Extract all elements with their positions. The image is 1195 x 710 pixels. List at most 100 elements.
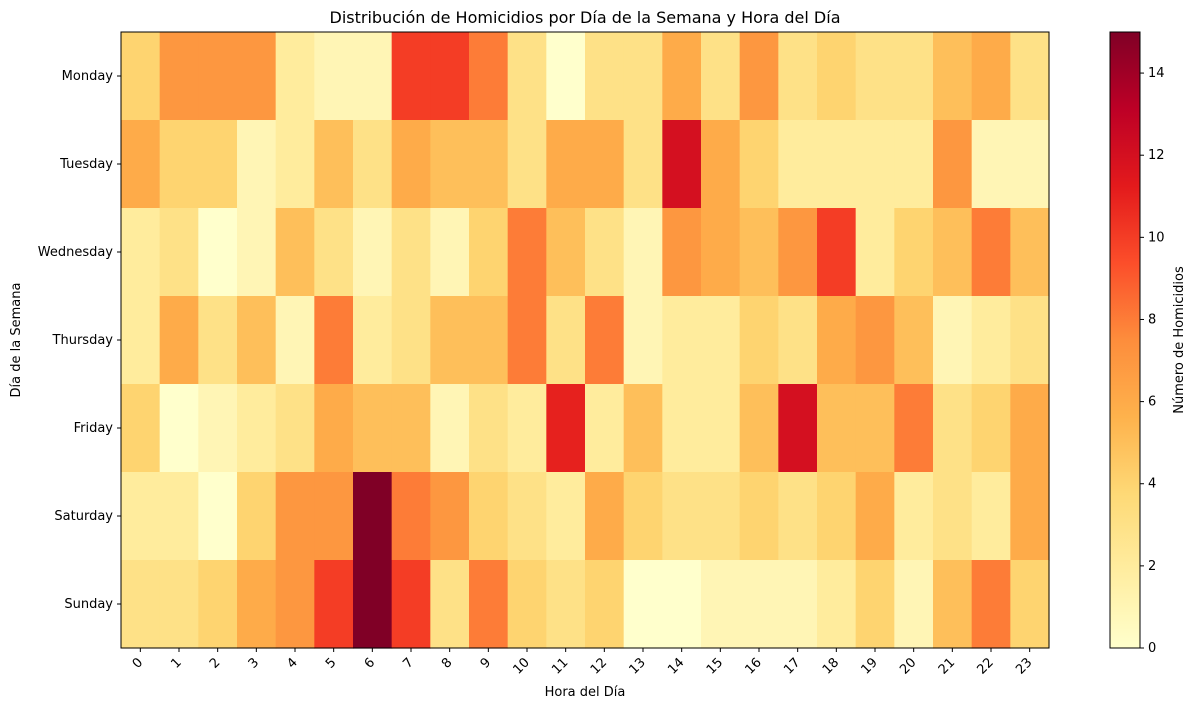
heatmap-cell (546, 208, 586, 297)
heatmap-cell (430, 384, 470, 473)
heatmap-cell (623, 296, 663, 385)
x-axis-label: Hora del Día (545, 685, 626, 700)
y-tick-label: Sunday (64, 597, 113, 612)
heatmap-cell (237, 32, 277, 121)
heatmap-cell (739, 208, 779, 297)
heatmap-cell (469, 120, 509, 209)
colorbar-ticks: 0 2 4 6 8 10 12 14 (1140, 66, 1165, 656)
heatmap-cell (391, 32, 431, 121)
heatmap-cell (391, 384, 431, 473)
heatmap-cell (623, 32, 663, 121)
heatmap-cell (430, 208, 470, 297)
heatmap-cell (739, 560, 779, 649)
y-axis-label: Día de la Semana (9, 283, 24, 398)
heatmap-cell (855, 560, 895, 649)
x-tick-label: 18 (820, 655, 842, 677)
heatmap-cell (546, 120, 586, 209)
heatmap-cell (778, 32, 818, 121)
heatmap-cell (507, 384, 547, 473)
heatmap-cell (623, 208, 663, 297)
colorbar-tick-label: 10 (1148, 230, 1165, 245)
heatmap-cell (894, 472, 934, 561)
heatmap-cell (469, 560, 509, 649)
heatmap-cell (817, 560, 857, 649)
heatmap-cell (353, 560, 393, 649)
heatmap-cell (275, 208, 315, 297)
heatmap-cell (662, 296, 702, 385)
heatmap-cell (817, 296, 857, 385)
heatmap-cell (507, 120, 547, 209)
x-tick-label: 17 (781, 655, 803, 677)
x-tick-label: 8 (439, 655, 455, 671)
heatmap-cell (855, 296, 895, 385)
heatmap-cell (314, 384, 354, 473)
heatmap-cell (391, 296, 431, 385)
heatmap-cell (546, 296, 586, 385)
heatmap-cell (391, 208, 431, 297)
heatmap-cell (507, 208, 547, 297)
heatmap-cell (275, 384, 315, 473)
colorbar (1109, 31, 1141, 649)
heatmap-cell (585, 208, 625, 297)
heatmap-cell (198, 208, 238, 297)
heatmap-cell (585, 120, 625, 209)
heatmap-cell (391, 120, 431, 209)
x-tick-label: 3 (246, 655, 262, 671)
heatmap-cell (585, 560, 625, 649)
heatmap-cell (1010, 208, 1050, 297)
x-tick-label: 4 (284, 655, 300, 671)
heatmap-cell (778, 384, 818, 473)
heatmap-cell (701, 384, 741, 473)
heatmap-cell (971, 32, 1011, 121)
heatmap-cell (739, 296, 779, 385)
heatmap-cell (314, 472, 354, 561)
heatmap-cell (585, 472, 625, 561)
heatmap-cell (159, 472, 199, 561)
heatmap-cell (933, 32, 973, 121)
heatmap-cell (469, 472, 509, 561)
x-tick-label: 1 (168, 655, 184, 671)
heatmap-cell (778, 208, 818, 297)
heatmap-cell (933, 208, 973, 297)
heatmap-cell (237, 384, 277, 473)
heatmap-cell (469, 384, 509, 473)
colorbar-tick-label: 4 (1148, 477, 1156, 492)
heatmap-cell (662, 472, 702, 561)
x-tick-label: 10 (511, 655, 533, 677)
heatmap-cell (971, 384, 1011, 473)
heatmap-cell (855, 120, 895, 209)
heatmap-cell (430, 560, 470, 649)
heatmap-cell (1010, 472, 1050, 561)
heatmap-cell (585, 32, 625, 121)
heatmap-cell (894, 208, 934, 297)
heatmap-cell (662, 208, 702, 297)
heatmap-cell (1010, 32, 1050, 121)
heatmap-cell (198, 472, 238, 561)
heatmap-cell (778, 120, 818, 209)
heatmap-cell (391, 560, 431, 649)
heatmap-cell (237, 208, 277, 297)
heatmap-cell (198, 120, 238, 209)
heatmap-cell (778, 560, 818, 649)
heatmap-cell (507, 472, 547, 561)
heatmap-cell (121, 296, 161, 385)
heatmap-cell (159, 560, 199, 649)
heatmap-cell (507, 296, 547, 385)
heatmap-cell (933, 472, 973, 561)
y-tick-label: Wednesday (38, 245, 114, 260)
heatmap-cell (739, 472, 779, 561)
y-tick-label: Saturday (54, 509, 113, 524)
x-tick-label: 13 (627, 655, 649, 677)
x-tick-label: 7 (400, 655, 416, 671)
heatmap-cell (430, 296, 470, 385)
heatmap-cell (817, 208, 857, 297)
heatmap-cell (159, 120, 199, 209)
heatmap-cell (778, 472, 818, 561)
heatmap-cell (121, 560, 161, 649)
heatmap-cell (198, 560, 238, 649)
heatmap-cell (1010, 384, 1050, 473)
y-tick-label: Tuesday (59, 157, 113, 172)
heatmap-cell (855, 32, 895, 121)
x-tick-label: 6 (362, 655, 378, 671)
